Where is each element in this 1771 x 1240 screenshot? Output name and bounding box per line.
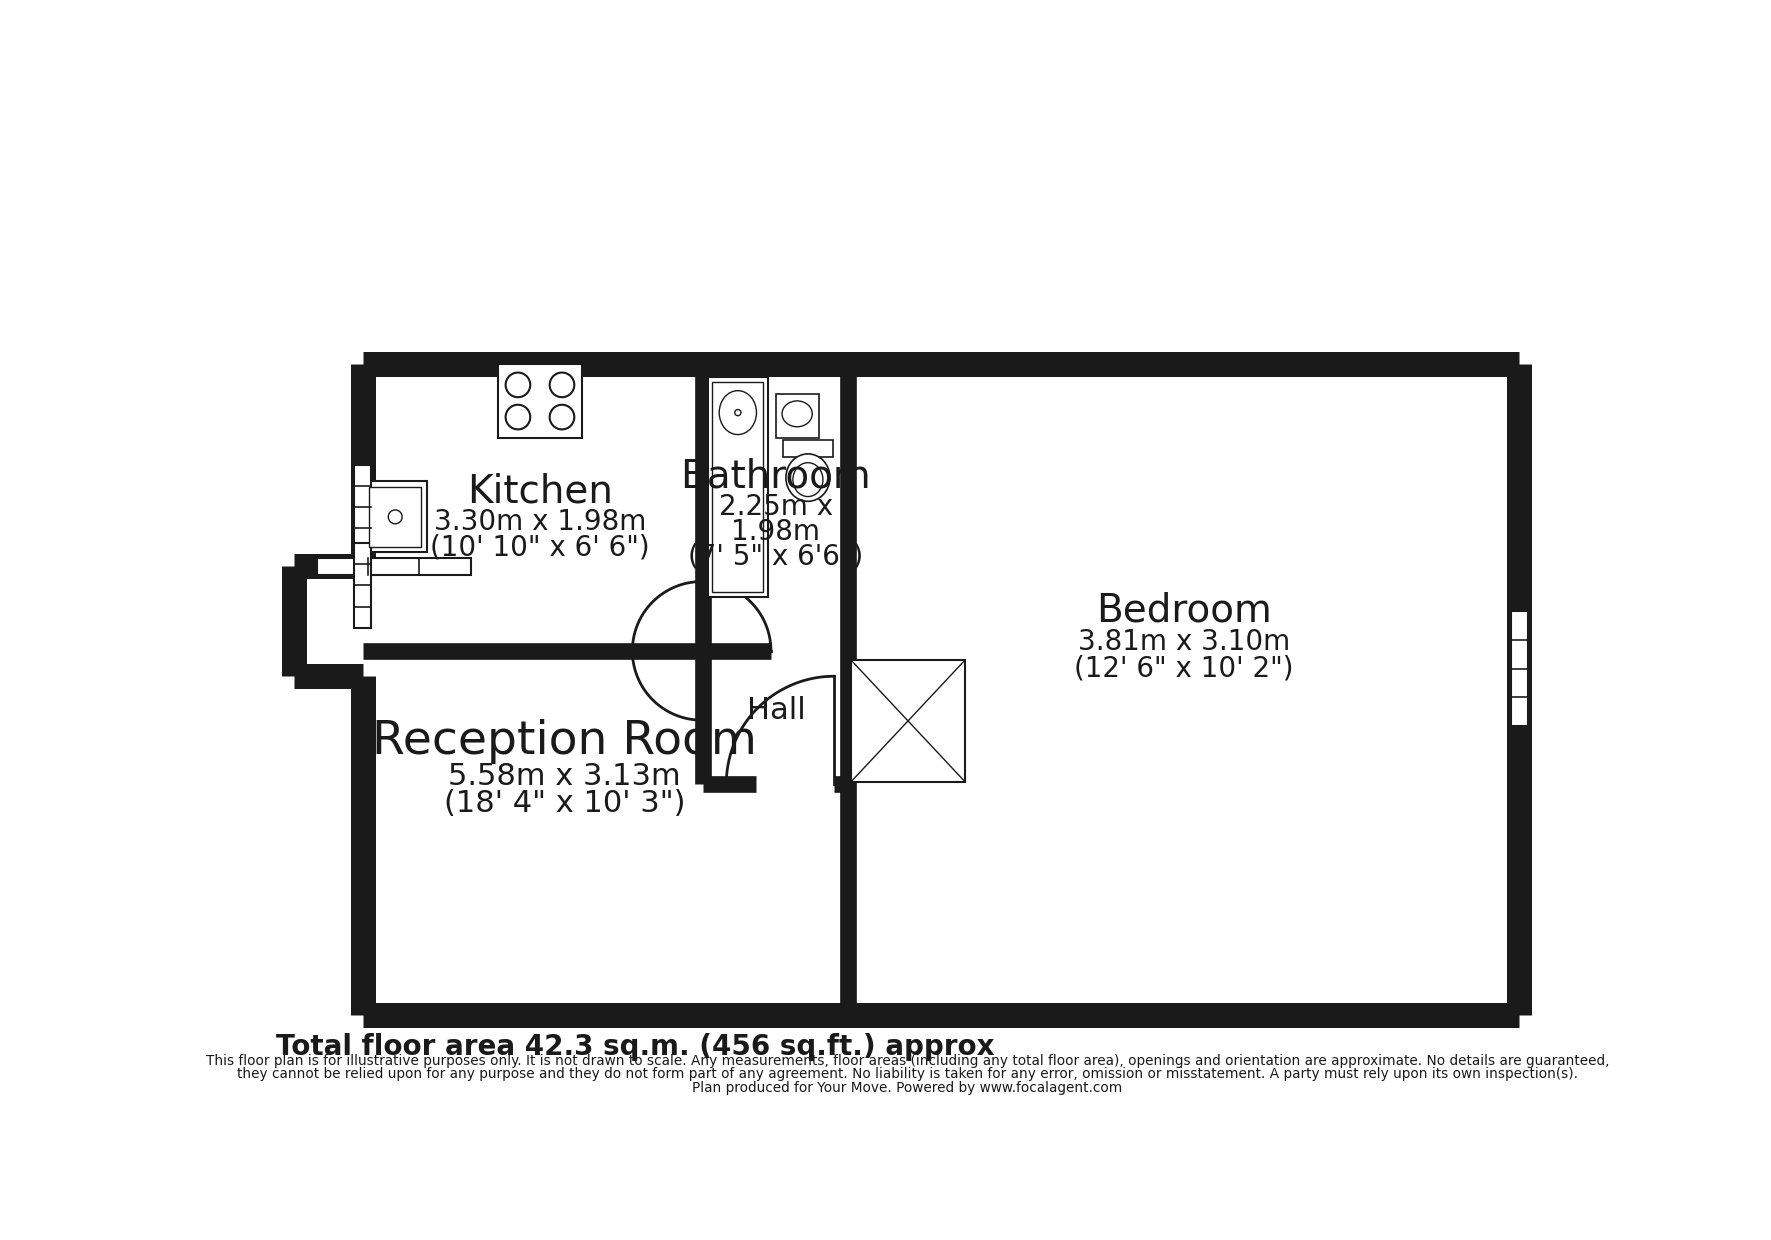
Text: 3.30m x 1.98m: 3.30m x 1.98m xyxy=(434,508,646,536)
Bar xyxy=(852,660,965,781)
Bar xyxy=(708,377,769,596)
Bar xyxy=(368,487,421,547)
Text: (18' 4" x 10' 3"): (18' 4" x 10' 3") xyxy=(445,789,685,818)
Text: (12' 6" x 10' 2"): (12' 6" x 10' 2") xyxy=(1073,655,1293,682)
Text: 3.81m x 3.10m: 3.81m x 3.10m xyxy=(1077,627,1289,656)
Text: Bathroom: Bathroom xyxy=(680,458,871,495)
Text: Bedroom: Bedroom xyxy=(1096,591,1272,630)
Bar xyxy=(783,440,832,458)
Bar xyxy=(363,481,427,552)
Bar xyxy=(354,543,372,627)
Text: 5.58m x 3.13m: 5.58m x 3.13m xyxy=(448,761,680,791)
Text: (7' 5" x 6'6"): (7' 5" x 6'6") xyxy=(687,543,862,570)
Text: 2.25m x: 2.25m x xyxy=(719,492,832,521)
Bar xyxy=(712,382,763,593)
Text: 1.98m: 1.98m xyxy=(731,518,820,547)
Ellipse shape xyxy=(793,463,824,496)
Text: Plan produced for Your Move. Powered by www.focalagent.com: Plan produced for Your Move. Powered by … xyxy=(692,1081,1123,1095)
Bar xyxy=(776,394,818,438)
Text: (10' 10" x 6' 6"): (10' 10" x 6' 6") xyxy=(430,533,650,562)
Text: Reception Room: Reception Room xyxy=(372,719,756,764)
Text: This floor plan is for illustrative purposes only. It is not drawn to scale. Any: This floor plan is for illustrative purp… xyxy=(205,1054,1610,1068)
Bar xyxy=(354,465,372,549)
Bar xyxy=(498,365,583,438)
Circle shape xyxy=(735,409,740,415)
Text: they cannot be relied upon for any purpose and they do not form part of any agre: they cannot be relied upon for any purpo… xyxy=(237,1068,1578,1081)
Text: Hall: Hall xyxy=(747,697,806,725)
Ellipse shape xyxy=(786,454,831,501)
Text: Total floor area 42.3 sq.m. (456 sq.ft.) approx: Total floor area 42.3 sq.m. (456 sq.ft.)… xyxy=(276,1033,994,1060)
Bar xyxy=(317,558,471,574)
Text: Kitchen: Kitchen xyxy=(468,472,613,511)
Bar xyxy=(1511,611,1528,727)
